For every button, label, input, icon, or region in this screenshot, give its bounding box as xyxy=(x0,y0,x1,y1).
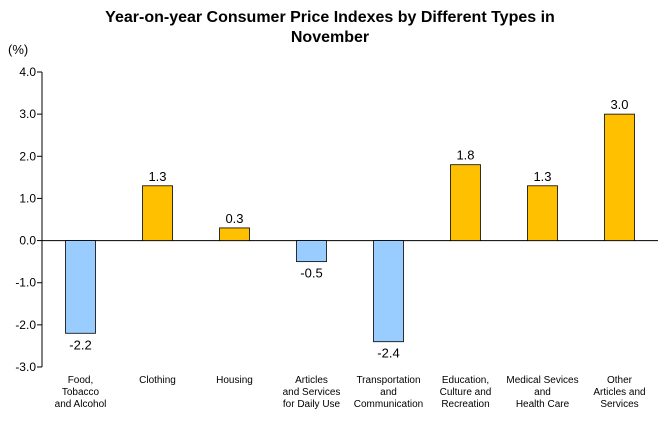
y-tick-label: -2.0 xyxy=(15,318,36,332)
category-label-line: Communication xyxy=(354,399,423,410)
category-label-line: Articles and xyxy=(593,387,645,398)
category-label-line: Housing xyxy=(216,375,253,386)
y-tick-label: -3.0 xyxy=(15,360,36,374)
category-label-line: and xyxy=(534,387,551,398)
y-unit-label: (%) xyxy=(8,42,28,57)
data-label: 3.0 xyxy=(610,97,628,112)
category-label: Food, Tobacco and Alcohol xyxy=(55,375,107,410)
category-label: Articles and Services for Daily Use xyxy=(283,375,341,410)
y-tick-label: 4.0 xyxy=(19,65,36,79)
category-label: Other Articles and Services xyxy=(593,375,645,410)
bar xyxy=(296,240,327,263)
y-tick-label: 2.0 xyxy=(19,149,36,163)
category-label-line: Services xyxy=(600,399,638,410)
bar xyxy=(373,240,404,343)
data-label: 1.3 xyxy=(148,169,166,184)
category-label-line: Articles xyxy=(295,375,328,386)
bar xyxy=(604,113,635,241)
category-label-line: Tobacco xyxy=(62,387,100,398)
data-label: 0.3 xyxy=(225,211,243,226)
category-label-line: Transportation xyxy=(356,375,420,386)
y-ticks: 4.0 3.0 2.0 1.0 0.0 -1.0 -2.0 -3.0 xyxy=(15,65,42,374)
bar xyxy=(219,227,250,241)
category-label-line: Education, xyxy=(442,375,489,386)
bar xyxy=(527,185,558,241)
data-label: 1.8 xyxy=(456,148,474,163)
chart-title: Year-on-year Consumer Price Indexes by D… xyxy=(105,9,555,46)
bars xyxy=(65,113,635,343)
data-label: -2.2 xyxy=(69,337,91,352)
y-tick-label: -1.0 xyxy=(15,276,36,290)
category-label: Transportation and Communication xyxy=(354,375,423,410)
category-label-line: and Services xyxy=(283,387,341,398)
bar xyxy=(65,240,96,334)
data-label: -2.4 xyxy=(377,346,399,361)
y-tick-label: 0.0 xyxy=(19,234,36,248)
category-label: Education, Culture and Recreation xyxy=(440,375,492,410)
y-tick-label: 3.0 xyxy=(19,107,36,121)
data-label: -0.5 xyxy=(300,266,322,281)
category-label-line: Medical Sevices xyxy=(506,375,578,386)
category-label-line: and xyxy=(380,387,397,398)
category-label-line: and Alcohol xyxy=(55,399,107,410)
category-labels: Food, Tobacco and Alcohol Clothing Housing Ar… xyxy=(55,375,646,410)
category-label-line: Clothing xyxy=(139,375,176,386)
data-labels: -2.2 1.3 0.3 -0.5 -2.4 1.8 1.3 3.0 xyxy=(69,97,628,361)
y-tick-label: 1.0 xyxy=(19,191,36,205)
bar xyxy=(142,185,173,241)
category-label-line: for Daily Use xyxy=(283,399,341,410)
category-label: Medical Sevices and Health Care xyxy=(506,375,578,410)
category-label-line: Other xyxy=(607,375,633,386)
category-label: Clothing xyxy=(139,375,176,386)
bar xyxy=(450,164,481,241)
category-label-line: Health Care xyxy=(516,399,570,410)
category-label-line: Culture and xyxy=(440,387,492,398)
category-label-line: Food, xyxy=(68,375,94,386)
category-label: Housing xyxy=(216,375,253,386)
data-label: 1.3 xyxy=(533,169,551,184)
category-label-line: Recreation xyxy=(441,399,489,410)
